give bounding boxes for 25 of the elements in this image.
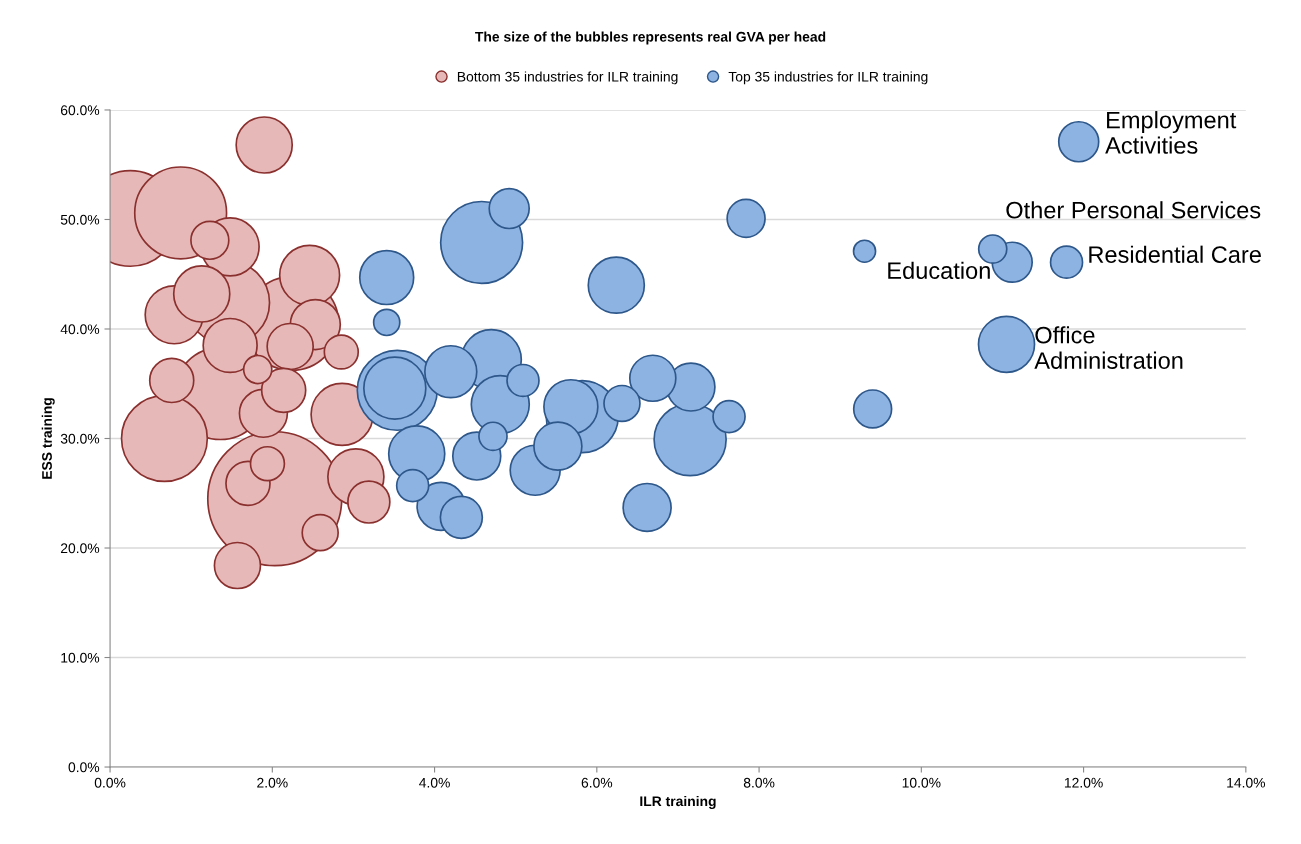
x-tick-label: 12.0% [1064, 777, 1103, 788]
y-tick-label: 40.0% [60, 324, 100, 335]
x-tick-label: 2.0% [257, 777, 288, 788]
x-tick-label: 0.0% [94, 777, 126, 788]
y-tick-label: 30.0% [60, 433, 100, 444]
x-tick-label: 14.0% [1227, 777, 1266, 788]
annotation: Employment Activities [1105, 111, 1237, 154]
annotation: Education [888, 261, 990, 279]
y-tick-label: 0.0% [68, 762, 100, 773]
x-tick-label: 4.0% [419, 777, 450, 788]
y-tick-label: 10.0% [61, 652, 100, 663]
x-tick-label: 6.0% [581, 777, 613, 788]
legend-label: Bottom 35 industries for ILR training [457, 71, 678, 85]
y-axis-title: ESS training [41, 398, 55, 479]
y-tick-label: 50.0% [60, 214, 100, 225]
legend-label: Top 35 industries for ILR training [728, 71, 928, 85]
x-tick-label: 10.0% [902, 777, 941, 788]
annotation: Other Personal Services [1006, 201, 1261, 219]
annotation: Residential Care [1089, 245, 1261, 263]
x-tick-label: 8.0% [743, 777, 775, 788]
y-tick-label: 60.0% [60, 105, 100, 116]
chart-title: The size of the bubbles represents real GVA per head [475, 31, 826, 45]
y-tick-label: 20.0% [60, 543, 100, 554]
annotation: Office Administration [1034, 326, 1183, 369]
x-axis-title: ILR training [640, 795, 716, 809]
